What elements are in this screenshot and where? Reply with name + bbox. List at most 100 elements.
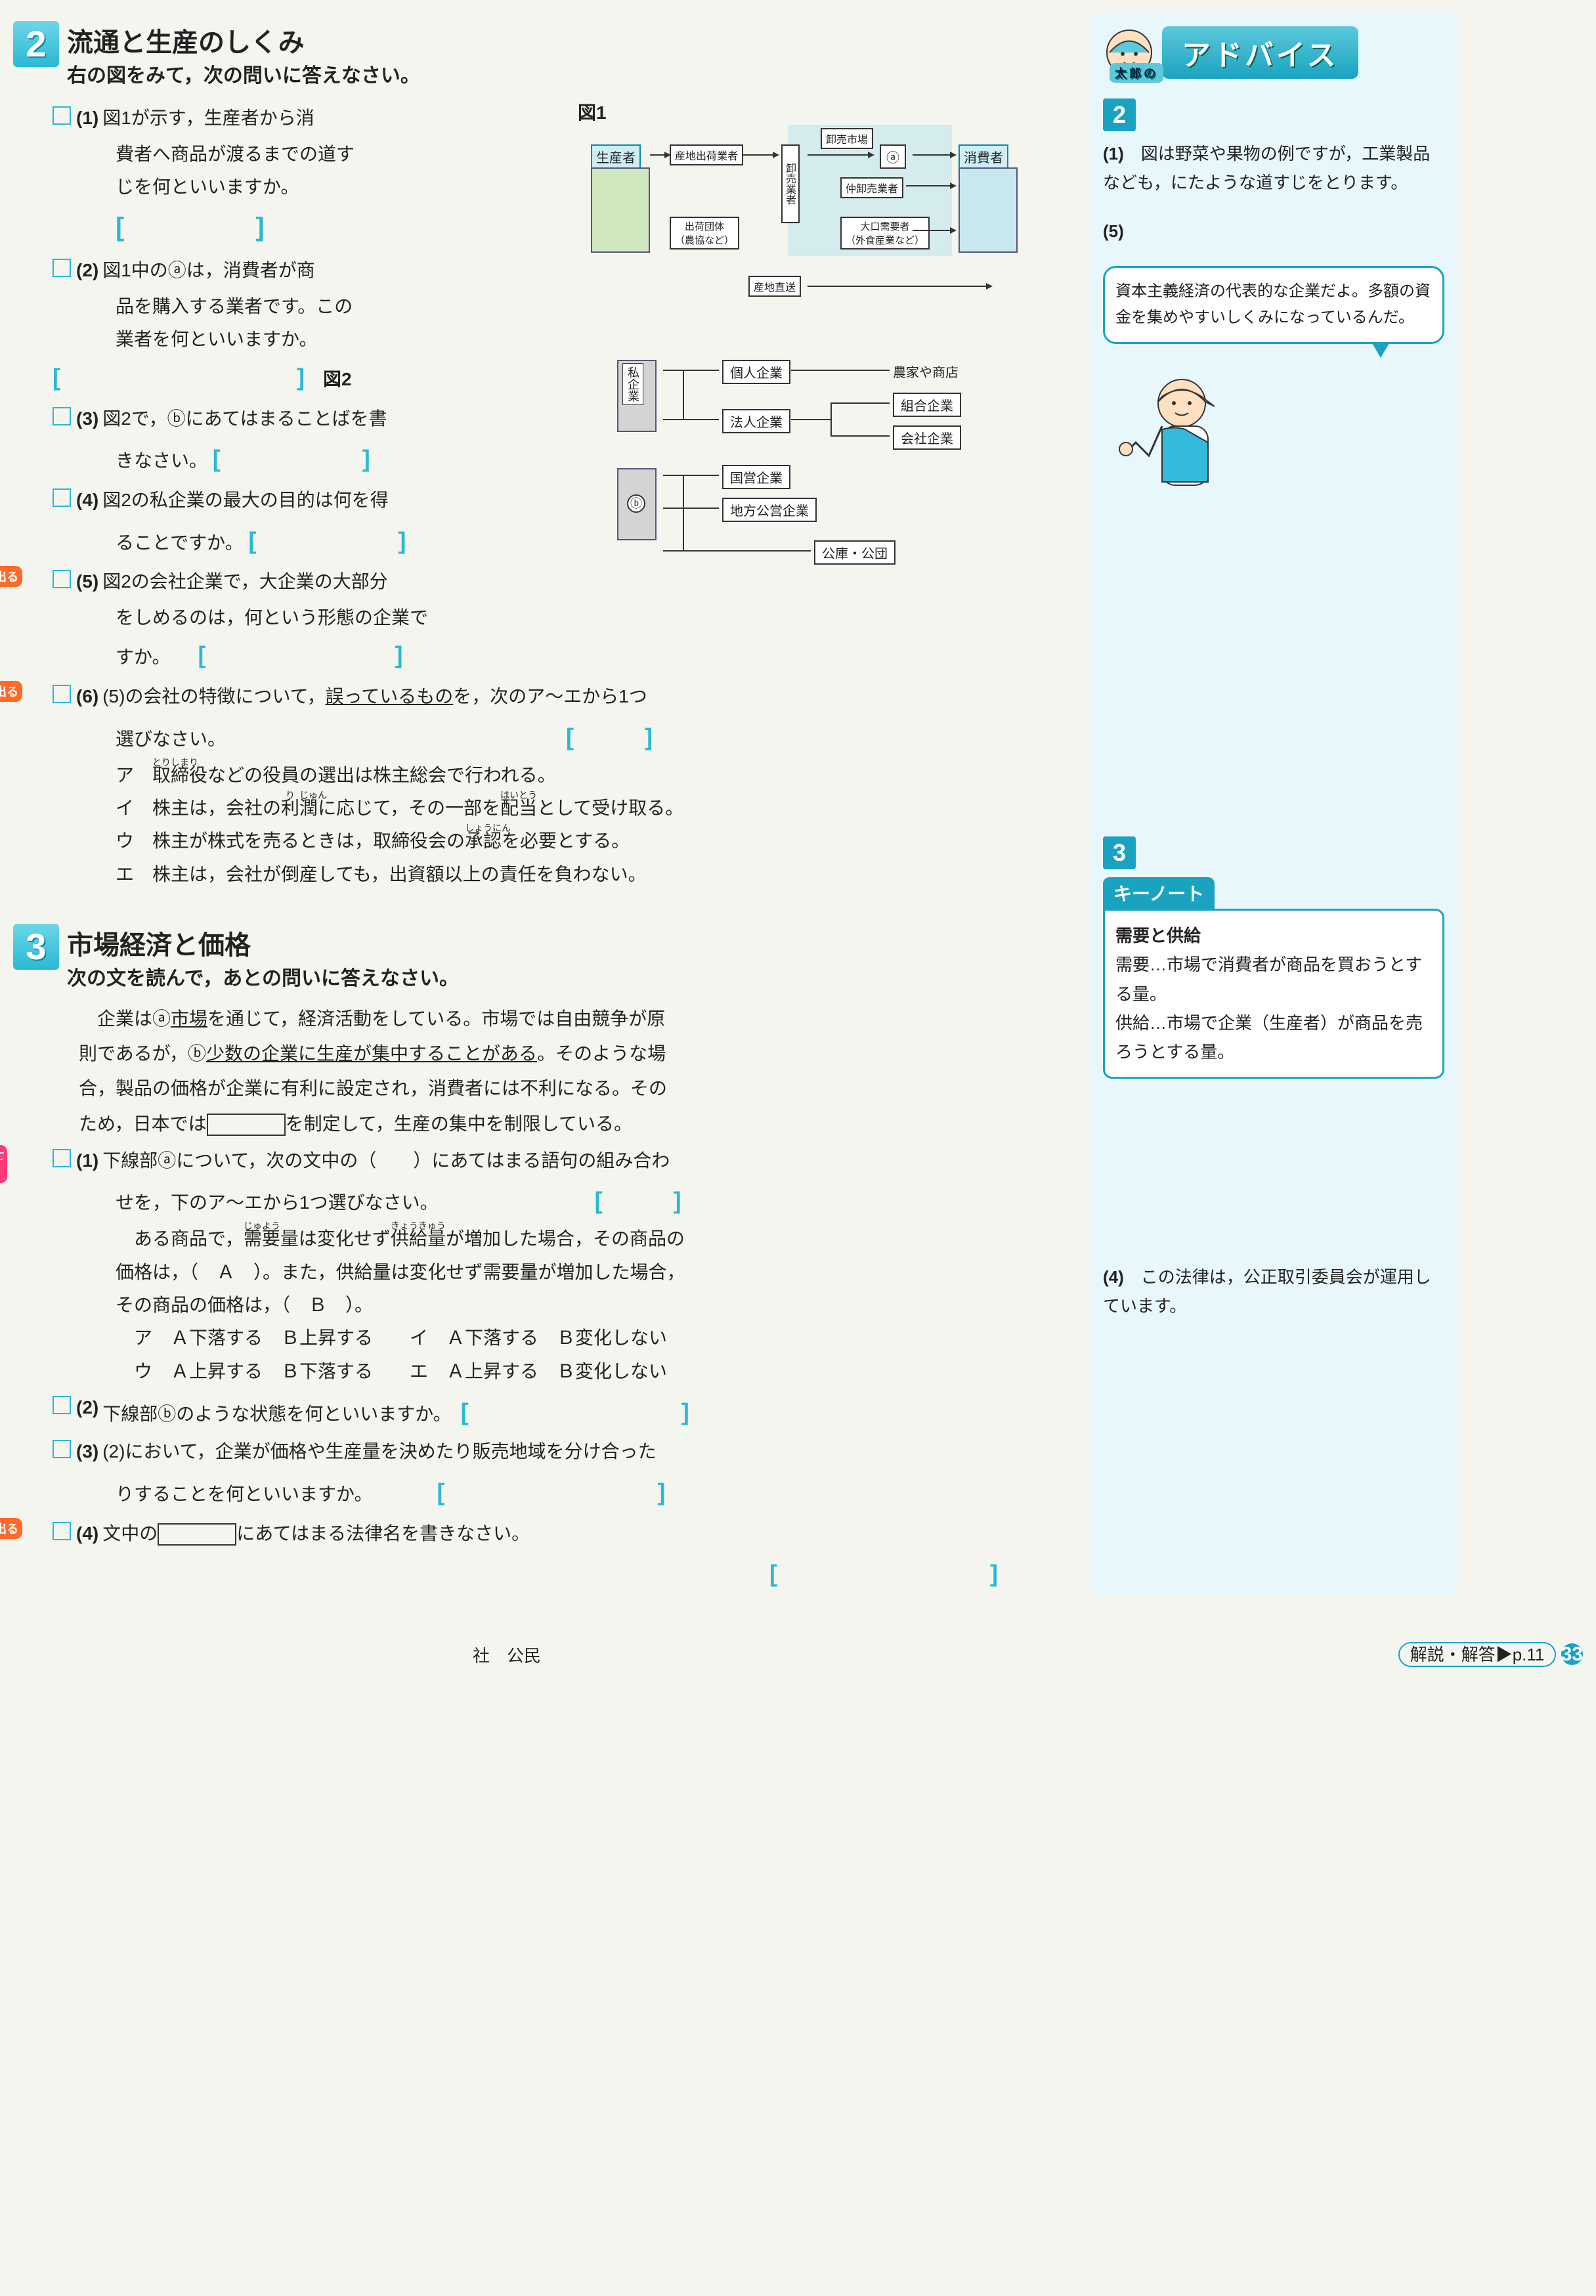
box-private-enterprise: 私企業 bbox=[622, 363, 643, 405]
sidebar-section-2-num: 2 bbox=[1103, 98, 1136, 131]
answer-blank[interactable]: [ ] bbox=[198, 641, 402, 668]
box-national: 国営企業 bbox=[722, 465, 790, 489]
q2-3: (3) 図2で，ⓑにあてはまることばを書 bbox=[53, 403, 565, 435]
checkbox[interactable] bbox=[53, 570, 71, 588]
label-farmer: 農家や商店 bbox=[893, 362, 959, 381]
q-text: 文中の bbox=[102, 1523, 158, 1544]
box-kouko: 公庫・公団 bbox=[814, 540, 895, 565]
q3-4: (4) 文中のにあてはまる法律名を書きなさい。 bbox=[53, 1518, 1077, 1549]
frequently-asked-badge: よく出る bbox=[0, 1518, 22, 1539]
line bbox=[663, 508, 719, 509]
q-text: きなさい。 bbox=[116, 450, 207, 471]
arrow bbox=[808, 154, 873, 156]
q-num: (4) bbox=[76, 485, 98, 516]
checkbox[interactable] bbox=[53, 407, 71, 425]
q-text: にあてはまる法律名を書きなさい。 bbox=[236, 1523, 530, 1544]
q-text: 図2で，ⓑにあてはまることばを書 bbox=[102, 403, 565, 435]
q-text: をしめるのは，何という形態の企業で bbox=[53, 601, 565, 634]
checkbox[interactable] bbox=[53, 488, 71, 507]
checkbox[interactable] bbox=[53, 259, 71, 277]
q-num: (3) bbox=[76, 1436, 98, 1467]
caution-badge: ミスに注意! bbox=[0, 1145, 7, 1183]
checkbox[interactable] bbox=[53, 1149, 71, 1167]
q-text: 図2の私企業の最大の目的は何を得 bbox=[102, 485, 565, 516]
q-text: 下線部ⓑのような状態を何といいますか。 bbox=[102, 1404, 442, 1424]
q3-3: (3) (2)において，企業が価格や生産量を決めたり販売地域を分け合った bbox=[53, 1436, 1077, 1467]
option-a: ア とりしまり取締役などの役員の選出は株主総会で行われる。 bbox=[53, 759, 1077, 792]
diagram-distribution: 生産者 産地出荷業者 卸売市場 ⓐ 消費者 仲卸売業者 卸売業者 出荷団体 （農… bbox=[591, 125, 1077, 348]
section-3-header: 3 市場経済と価格 次の文を読んで，あとの問いに答えなさい。 bbox=[13, 924, 1077, 991]
figure-1: 図1 生産者 産地出荷業者 卸売市場 ⓐ 消費者 仲卸売業者 卸売業者 出荷団体… bbox=[578, 98, 1077, 357]
q3-2: (2) 下線部ⓑのような状態を何といいますか。 [ ] bbox=[53, 1392, 1077, 1432]
checkbox[interactable] bbox=[53, 1440, 71, 1458]
box-shipping-org: 出荷団体 （農協など） bbox=[670, 217, 739, 249]
line bbox=[663, 370, 719, 371]
answer-blank[interactable]: [ ] bbox=[566, 724, 653, 750]
arrow bbox=[913, 154, 955, 156]
answer-blank[interactable]: [ ] bbox=[769, 1560, 998, 1587]
arrow bbox=[650, 154, 670, 156]
section-2-title: 流通と生産のしくみ bbox=[67, 21, 420, 59]
box-wholesale-market: 卸売市場 bbox=[821, 128, 873, 149]
fill-blank[interactable] bbox=[207, 1114, 286, 1136]
answer-blank[interactable]: [ ] bbox=[595, 1187, 681, 1214]
q-text: 費者へ商品が渡るまでの道す bbox=[53, 138, 565, 171]
line bbox=[663, 475, 719, 476]
answer-blank[interactable]: [ ] bbox=[53, 364, 305, 391]
answer-blank[interactable]: [ ] bbox=[248, 527, 406, 554]
checkbox[interactable] bbox=[53, 1396, 71, 1414]
advice-sidebar: アドバイス 太郎の 2 (1) 図は野菜や果物の例ですが，工業製品なども，にたよ… bbox=[1090, 13, 1457, 1595]
box-wholesaler: 卸売業者 bbox=[781, 144, 800, 223]
q-text: 図2の会社企業で，大企業の大部分 bbox=[102, 566, 565, 597]
box-bulk: 大口需要者 （外食産業など） bbox=[840, 217, 930, 249]
box-local: 地方公営企業 bbox=[722, 498, 817, 522]
line bbox=[663, 419, 719, 420]
keynote-header: キーノート bbox=[1103, 877, 1215, 909]
keynote-box: 需要と供給 需要…市場で消費者が商品を買おうとする量。 供給…市場で企業（生産者… bbox=[1103, 909, 1444, 1079]
option-e: エ 株主は，会社が倒産しても，出資額以上の責任を負わない。 bbox=[53, 858, 1077, 891]
page: 2 流通と生産のしくみ 右の図をみて，次の問いに答えなさい。 (1) 図1が示す… bbox=[13, 13, 1583, 1595]
sidebar-section-3-num: 3 bbox=[1103, 836, 1136, 869]
answer-blank[interactable]: [ ] bbox=[213, 445, 370, 472]
checkbox[interactable] bbox=[53, 106, 71, 125]
q-text: 図1が示す，生産者から消 bbox=[102, 108, 314, 128]
q-text: りすることを何といいますか。 bbox=[116, 1484, 363, 1504]
q3-1-body: その商品の価格は，（ Ｂ ）。 bbox=[53, 1289, 1077, 1322]
q-num: (5) bbox=[76, 566, 98, 597]
q-text: (5)の会社の特徴について， bbox=[102, 686, 325, 706]
q3-1-body: 価格は，（ Ａ ）。また，供給量は変化せず需要量が増加した場合， bbox=[53, 1256, 1077, 1289]
section-2-header: 2 流通と生産のしくみ 右の図をみて，次の問いに答えなさい。 bbox=[13, 21, 1077, 88]
main-column: 2 流通と生産のしくみ 右の図をみて，次の問いに答えなさい。 (1) 図1が示す… bbox=[13, 13, 1077, 1595]
fill-blank[interactable] bbox=[158, 1523, 236, 1546]
frequently-asked-badge: よく出る bbox=[0, 566, 22, 587]
arrow bbox=[913, 230, 955, 231]
line bbox=[683, 475, 684, 550]
q3-1-options-row2: ウ Ａ上昇する Ｂ下落する エ Ａ上昇する Ｂ変化しない bbox=[53, 1355, 1077, 1388]
answer-reference: 解説・解答▶p.11 bbox=[1398, 1642, 1557, 1667]
keynote-title: 需要と供給 bbox=[1115, 926, 1201, 945]
q-text: すか。 bbox=[116, 647, 161, 667]
q-text: を，次のア〜エから1つ bbox=[453, 686, 647, 706]
checkbox[interactable] bbox=[53, 685, 71, 703]
q-text: (2)において，企業が価格や生産量を決めたり販売地域を分け合った bbox=[102, 1436, 1077, 1467]
page-number: 33 bbox=[1561, 1643, 1583, 1665]
frequently-asked-badge: よく出る bbox=[0, 681, 22, 702]
answer-blank[interactable]: [ ] bbox=[437, 1479, 665, 1505]
line bbox=[830, 402, 832, 435]
q-num: (1) bbox=[76, 1145, 98, 1177]
section-3-subtitle: 次の文を読んで，あとの問いに答えなさい。 bbox=[67, 962, 459, 991]
line bbox=[683, 370, 684, 419]
q-text: せを，下のア〜エから1つ選びなさい。 bbox=[116, 1192, 429, 1213]
consumer-illustration bbox=[959, 167, 1018, 253]
answer-blank[interactable]: [ ] bbox=[461, 1398, 689, 1425]
answer-blank[interactable] bbox=[116, 204, 326, 251]
box-shipper: 産地出荷業者 bbox=[670, 144, 743, 165]
q-num: (6) bbox=[76, 681, 98, 712]
sidebar-2-5-num: (5) bbox=[1103, 221, 1124, 241]
q3-1: (1) 下線部ⓐについて，次の文中の（ ）にあてはまる語句の組み合わ bbox=[53, 1145, 1077, 1177]
keynote-text: 供給…市場で企業（生産者）が商品を売ろうとする量。 bbox=[1115, 1013, 1423, 1062]
q-text: ることですか。 bbox=[116, 532, 244, 553]
taro-character-illustration bbox=[1103, 364, 1234, 534]
checkbox[interactable] bbox=[53, 1522, 71, 1540]
line bbox=[791, 419, 830, 420]
